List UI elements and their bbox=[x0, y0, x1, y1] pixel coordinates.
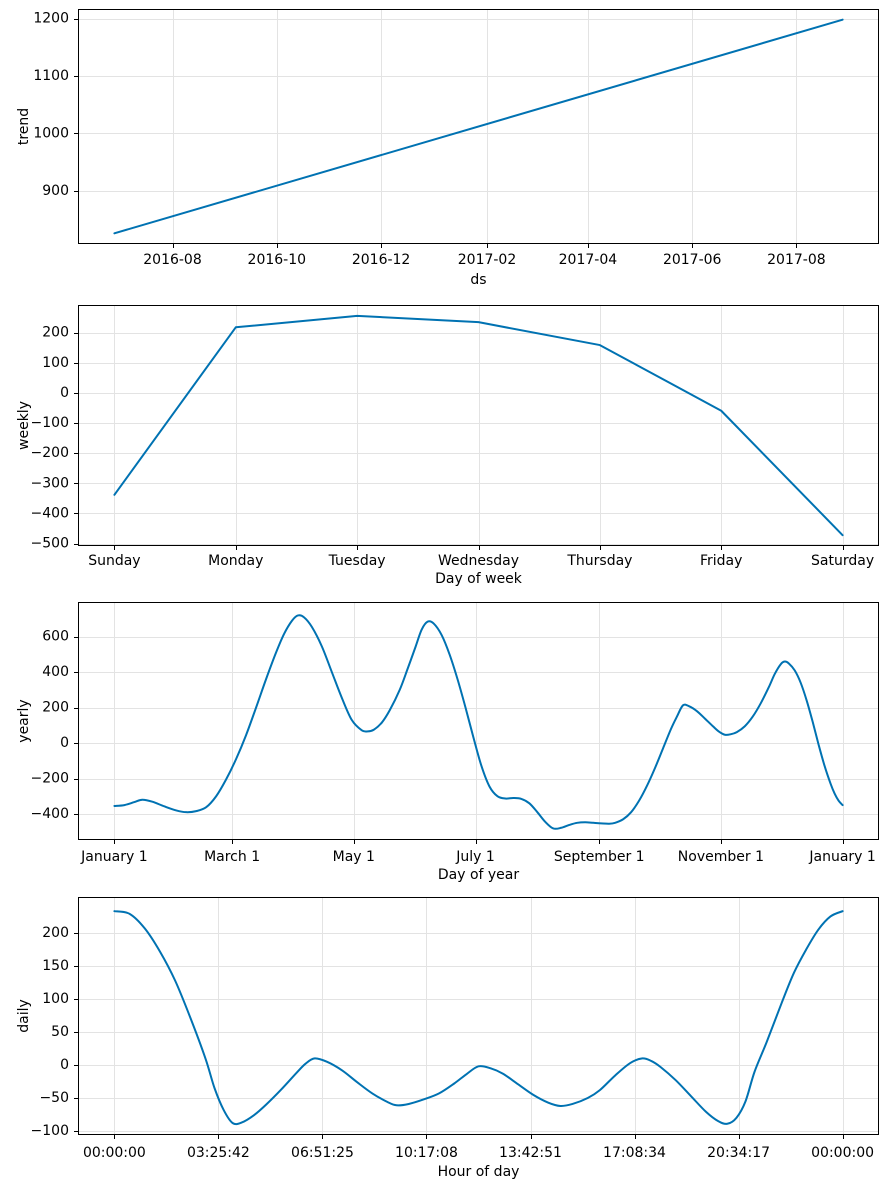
weekly-series-line bbox=[113, 314, 844, 537]
yearly-tick-marks bbox=[74, 637, 844, 844]
daily-ytick-label: −50 bbox=[39, 1090, 69, 1106]
daily-ytick-label: 100 bbox=[42, 991, 69, 1007]
trend-xtick-label: 2016-08 bbox=[143, 252, 202, 268]
weekly-xtick-label: Sunday bbox=[88, 553, 140, 569]
daily-ytick-label: 200 bbox=[42, 925, 69, 941]
yearly-ytick-label: 0 bbox=[60, 735, 69, 751]
trend-ytick-label: 900 bbox=[42, 183, 69, 199]
trend-xtick-label: 2016-10 bbox=[248, 252, 307, 268]
trend-yaxis-label: trend bbox=[16, 108, 32, 145]
weekly-yaxis-label: weekly bbox=[16, 401, 32, 450]
daily-xaxis-label: Hour of day bbox=[438, 1164, 520, 1180]
weekly-axes-box bbox=[78, 305, 879, 546]
yearly-ytick-label: 200 bbox=[42, 700, 69, 716]
yearly-xtick-label: March 1 bbox=[204, 849, 260, 865]
daily-xtick-label: 13:42:51 bbox=[499, 1145, 562, 1161]
weekly-xtick-label: Friday bbox=[700, 553, 742, 569]
daily-yaxis-label: daily bbox=[16, 999, 32, 1033]
weekly-ytick-label: 200 bbox=[42, 325, 69, 341]
daily-xtick-label: 17:08:34 bbox=[603, 1145, 666, 1161]
trend-xtick-label: 2016-12 bbox=[352, 252, 411, 268]
weekly-xtick-label: Saturday bbox=[811, 553, 874, 569]
yearly-xtick-label: May 1 bbox=[333, 849, 375, 865]
yearly-xtick-label: January 1 bbox=[80, 849, 147, 865]
daily-xtick-label: 00:00:00 bbox=[811, 1145, 874, 1161]
subplot-daily: 00:00:00 03:25:42 06:51:25 10:17:08 13:42:51… bbox=[16, 897, 879, 1180]
yearly-xtick-label: January 1 bbox=[808, 849, 875, 865]
weekly-ytick-label: −200 bbox=[31, 445, 69, 461]
weekly-grid bbox=[78, 305, 879, 546]
daily-grid bbox=[78, 897, 879, 1135]
subplot-yearly: January 1 March 1 May 1 July 1 September 1 No… bbox=[16, 602, 879, 883]
weekly-ytick-label: −400 bbox=[31, 506, 69, 522]
daily-ytick-label: 50 bbox=[51, 1024, 69, 1040]
weekly-ytick-label: 100 bbox=[42, 355, 69, 371]
yearly-ytick-label: −400 bbox=[31, 806, 69, 822]
trend-grid bbox=[78, 9, 879, 244]
trend-tick-marks bbox=[74, 19, 797, 248]
yearly-grid bbox=[78, 602, 879, 840]
daily-xtick-label: 20:34:17 bbox=[707, 1145, 770, 1161]
daily-ytick-label: 150 bbox=[42, 958, 69, 974]
weekly-xtick-label: Tuesday bbox=[328, 553, 386, 569]
weekly-ytick-label: −500 bbox=[31, 536, 69, 552]
yearly-axes-box bbox=[78, 602, 879, 840]
daily-tick-marks bbox=[74, 933, 844, 1139]
trend-axes-box bbox=[78, 9, 879, 244]
trend-xtick-label: 2017-04 bbox=[559, 252, 618, 268]
daily-xtick-label: 10:17:08 bbox=[395, 1145, 458, 1161]
yearly-xaxis-label: Day of year bbox=[438, 867, 520, 883]
trend-ytick-label: 1200 bbox=[33, 11, 69, 27]
daily-series-line bbox=[113, 910, 844, 1126]
daily-xtick-label: 00:00:00 bbox=[83, 1145, 146, 1161]
weekly-xtick-label: Wednesday bbox=[438, 553, 519, 569]
trend-xaxis-label: ds bbox=[470, 272, 486, 288]
weekly-ytick-label: 0 bbox=[60, 385, 69, 401]
weekly-xtick-label: Thursday bbox=[566, 553, 632, 569]
weekly-ytick-label: −100 bbox=[31, 415, 69, 431]
weekly-ytick-label: −300 bbox=[31, 475, 69, 491]
trend-ytick-label: 1100 bbox=[33, 68, 69, 84]
weekly-tick-marks bbox=[74, 333, 844, 550]
weekly-xtick-label: Monday bbox=[208, 553, 263, 569]
subplot-weekly: Sunday Monday Tuesday Wednesday Thursday Frid… bbox=[16, 305, 879, 587]
daily-xtick-label: 06:51:25 bbox=[291, 1145, 354, 1161]
trend-series-line bbox=[113, 18, 844, 235]
daily-ytick-label: 0 bbox=[60, 1057, 69, 1073]
yearly-xtick-label: September 1 bbox=[554, 849, 645, 865]
yearly-xtick-label: November 1 bbox=[678, 849, 764, 865]
trend-xtick-label: 2017-08 bbox=[767, 252, 826, 268]
yearly-ytick-label: 600 bbox=[42, 629, 69, 645]
trend-ytick-label: 1000 bbox=[33, 125, 69, 141]
yearly-xtick-label: July 1 bbox=[455, 849, 495, 865]
yearly-series-line bbox=[113, 614, 844, 830]
trend-xtick-label: 2017-06 bbox=[663, 252, 722, 268]
daily-ytick-label: −100 bbox=[31, 1123, 69, 1139]
trend-xtick-label: 2017-02 bbox=[458, 252, 517, 268]
weekly-xaxis-label: Day of week bbox=[435, 571, 523, 587]
yearly-ytick-label: 400 bbox=[42, 664, 69, 680]
daily-xtick-label: 03:25:42 bbox=[187, 1145, 250, 1161]
daily-axes-box bbox=[78, 897, 879, 1135]
subplot-trend: 2016-08 2016-10 2016-12 2017-02 2017-04 2017-… bbox=[16, 9, 879, 288]
yearly-yaxis-label: yearly bbox=[16, 699, 32, 742]
yearly-ytick-label: −200 bbox=[31, 771, 69, 787]
